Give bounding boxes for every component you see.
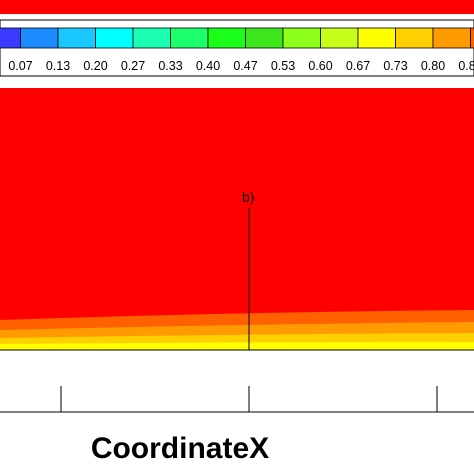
legend-level-label: 0.73 [383,59,407,73]
legend-level-label: 0.60 [308,59,332,73]
legend-level-label: 0.07 [8,59,32,73]
legend-swatch [20,27,59,49]
annotation-label: b) [242,189,254,205]
legend-swatch [207,27,246,49]
legend-level-label: 0.33 [158,59,182,73]
legend-level-label: 0.40 [196,59,220,73]
legend-level-label: 0.53 [271,59,295,73]
legend-level-label: 0.20 [83,59,107,73]
legend-level-label: 0.67 [346,59,370,73]
legend-swatch [57,27,96,49]
legend-swatch [170,27,209,49]
x-axis-title: CoordinateX [91,432,269,465]
legend-swatch [432,27,471,49]
legend-swatch [320,27,359,49]
contour-band [0,342,474,350]
legend-level-label: 0.27 [121,59,145,73]
legend-tick-labels: 0.07 0.13 0.20 0.27 0.33 0.40 0.47 0.53 0.60 0.67… [8,59,474,73]
top-contour-strip [0,0,474,14]
legend-swatch [357,27,396,49]
legend-level-label: 0.80 [421,59,445,73]
legend-level-label: 0.87 [458,59,474,73]
legend-swatch [470,27,474,49]
legend-swatch [395,27,434,49]
contour-field: b) [0,88,474,351]
x-axis: CoordinateX [0,386,474,465]
contour-region-main [0,88,474,350]
legend-swatch [245,27,284,49]
legend-swatch [132,27,171,49]
legend-swatch [0,27,21,49]
legend-level-label: 0.47 [233,59,257,73]
legend-swatch [282,27,321,49]
legend-level-label: 0.13 [46,59,70,73]
legend-colorbar [0,27,474,49]
legend-swatch [95,27,134,49]
